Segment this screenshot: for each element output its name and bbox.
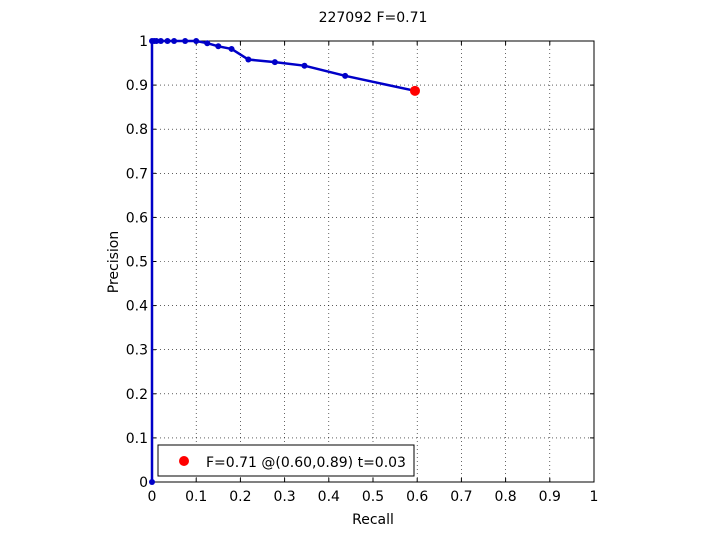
- data-point: [204, 40, 211, 47]
- data-point: [342, 72, 349, 79]
- y-tick-label: 0.3: [126, 343, 148, 359]
- series-layer: [149, 38, 418, 485]
- legend-box: [157, 444, 415, 477]
- y-tick-label: 0.9: [126, 78, 148, 94]
- x-tick-label: 0.4: [318, 489, 340, 505]
- data-point: [182, 38, 189, 44]
- data-point: [245, 56, 252, 63]
- x-tick-label: 0.8: [494, 489, 516, 505]
- legend-marker: [179, 456, 189, 466]
- data-point: [164, 38, 171, 44]
- y-tick-label: 0.1: [126, 431, 148, 447]
- x-tick-label: 0.3: [273, 489, 295, 505]
- x-tick-label: 1: [590, 489, 599, 505]
- data-point: [193, 38, 200, 44]
- best-f-point: [409, 85, 420, 96]
- x-tick-label: 0.1: [185, 489, 207, 505]
- y-tick-label: 0.2: [126, 387, 148, 403]
- y-tick-label: 0.8: [126, 122, 148, 138]
- data-point: [228, 45, 235, 52]
- series-line: [150, 39, 416, 482]
- x-tick-label: 0: [148, 489, 157, 505]
- chart-title: 227092 F=0.71: [319, 10, 428, 26]
- y-tick-label: 1: [139, 34, 148, 50]
- data-point: [149, 479, 155, 485]
- x-tick-labels: 0 0.1 0.2 0.3 0.4 0.5 0.6 0.7 0.8 0.9 1: [148, 489, 599, 505]
- y-tick-label: 0.5: [126, 255, 148, 271]
- x-tick-label: 0.7: [450, 489, 472, 505]
- data-point: [215, 43, 222, 50]
- data-point: [153, 38, 160, 44]
- data-point: [171, 38, 178, 44]
- legend-text: F=0.71 @(0.60,0.89) t=0.03: [206, 455, 406, 471]
- legend: F=0.71 @(0.60,0.89) t=0.03: [157, 444, 415, 477]
- y-tick-label: 0: [139, 475, 148, 491]
- best-point-layer: [409, 85, 420, 96]
- y-tick-labels: 0 0.1 0.2 0.3 0.4 0.5 0.6 0.7 0.8 0.9 1: [126, 34, 148, 491]
- y-axis-label: Precision: [106, 231, 122, 293]
- x-axis-label: Recall: [352, 512, 394, 528]
- x-tick-label: 0.9: [539, 489, 561, 505]
- y-tick-label: 0.4: [126, 299, 148, 315]
- x-tick-label: 0.2: [229, 489, 251, 505]
- data-point: [157, 38, 164, 44]
- data-point: [301, 62, 308, 69]
- y-tick-label: 0.7: [126, 166, 148, 182]
- data-point: [271, 59, 278, 66]
- x-tick-label: 0.6: [406, 489, 428, 505]
- x-tick-label: 0.5: [362, 489, 384, 505]
- grid-lines: [152, 41, 594, 482]
- y-tick-label: 0.6: [126, 210, 148, 226]
